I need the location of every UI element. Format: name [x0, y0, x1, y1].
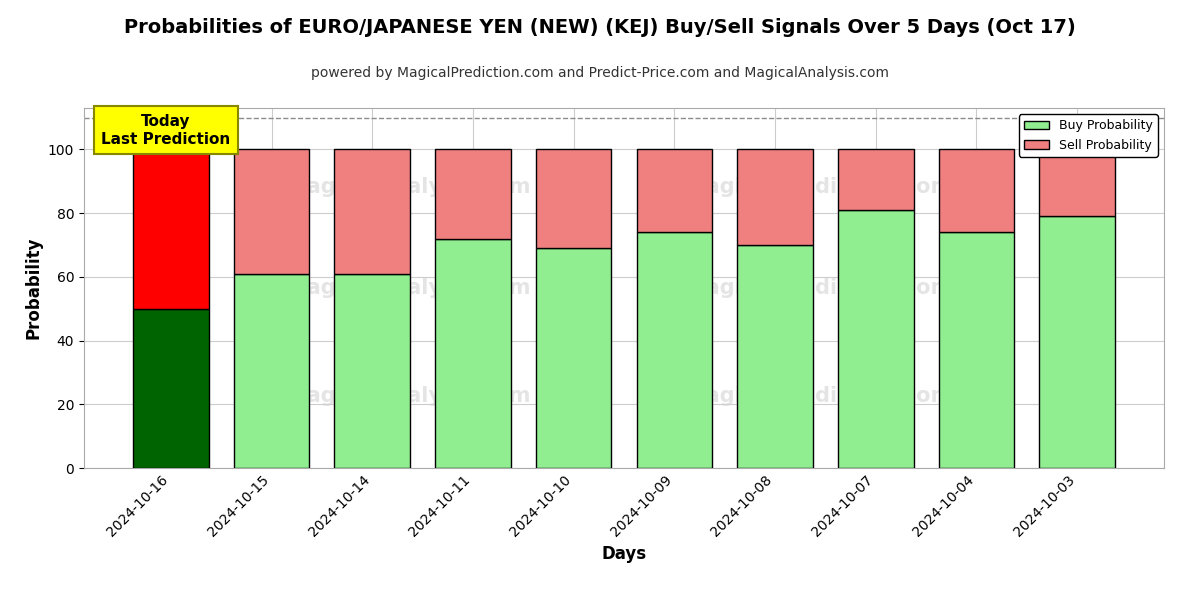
Bar	[1039, 149, 1115, 217]
Bar	[133, 149, 209, 309]
Bar	[938, 149, 1014, 232]
Bar	[636, 232, 712, 468]
Text: MagicalPrediction.com: MagicalPrediction.com	[685, 177, 952, 197]
Bar	[234, 149, 310, 274]
Bar	[133, 309, 209, 468]
Bar	[737, 245, 812, 468]
Y-axis label: Probability: Probability	[24, 237, 42, 339]
Bar	[636, 149, 712, 232]
Bar	[1039, 217, 1115, 468]
Bar	[436, 149, 511, 239]
Text: MagicalPrediction.com: MagicalPrediction.com	[685, 386, 952, 406]
Text: powered by MagicalPrediction.com and Predict-Price.com and MagicalAnalysis.com: powered by MagicalPrediction.com and Pre…	[311, 66, 889, 80]
Bar	[335, 274, 410, 468]
Bar	[737, 149, 812, 245]
Text: MagicalAnalysis.com: MagicalAnalysis.com	[286, 177, 530, 197]
Text: MagicalAnalysis.com: MagicalAnalysis.com	[286, 386, 530, 406]
Bar	[536, 248, 612, 468]
Bar	[436, 239, 511, 468]
Text: Today
Last Prediction: Today Last Prediction	[101, 114, 230, 146]
Bar	[335, 149, 410, 274]
Bar	[938, 232, 1014, 468]
X-axis label: Days: Days	[601, 545, 647, 563]
Bar	[838, 149, 913, 210]
Bar	[536, 149, 612, 248]
Legend: Buy Probability, Sell Probability: Buy Probability, Sell Probability	[1019, 114, 1158, 157]
Bar	[234, 274, 310, 468]
Text: MagicalPrediction.com: MagicalPrediction.com	[685, 278, 952, 298]
Text: Probabilities of EURO/JAPANESE YEN (NEW) (KEJ) Buy/Sell Signals Over 5 Days (Oct: Probabilities of EURO/JAPANESE YEN (NEW)…	[124, 18, 1076, 37]
Text: MagicalAnalysis.com: MagicalAnalysis.com	[286, 278, 530, 298]
Bar	[838, 210, 913, 468]
